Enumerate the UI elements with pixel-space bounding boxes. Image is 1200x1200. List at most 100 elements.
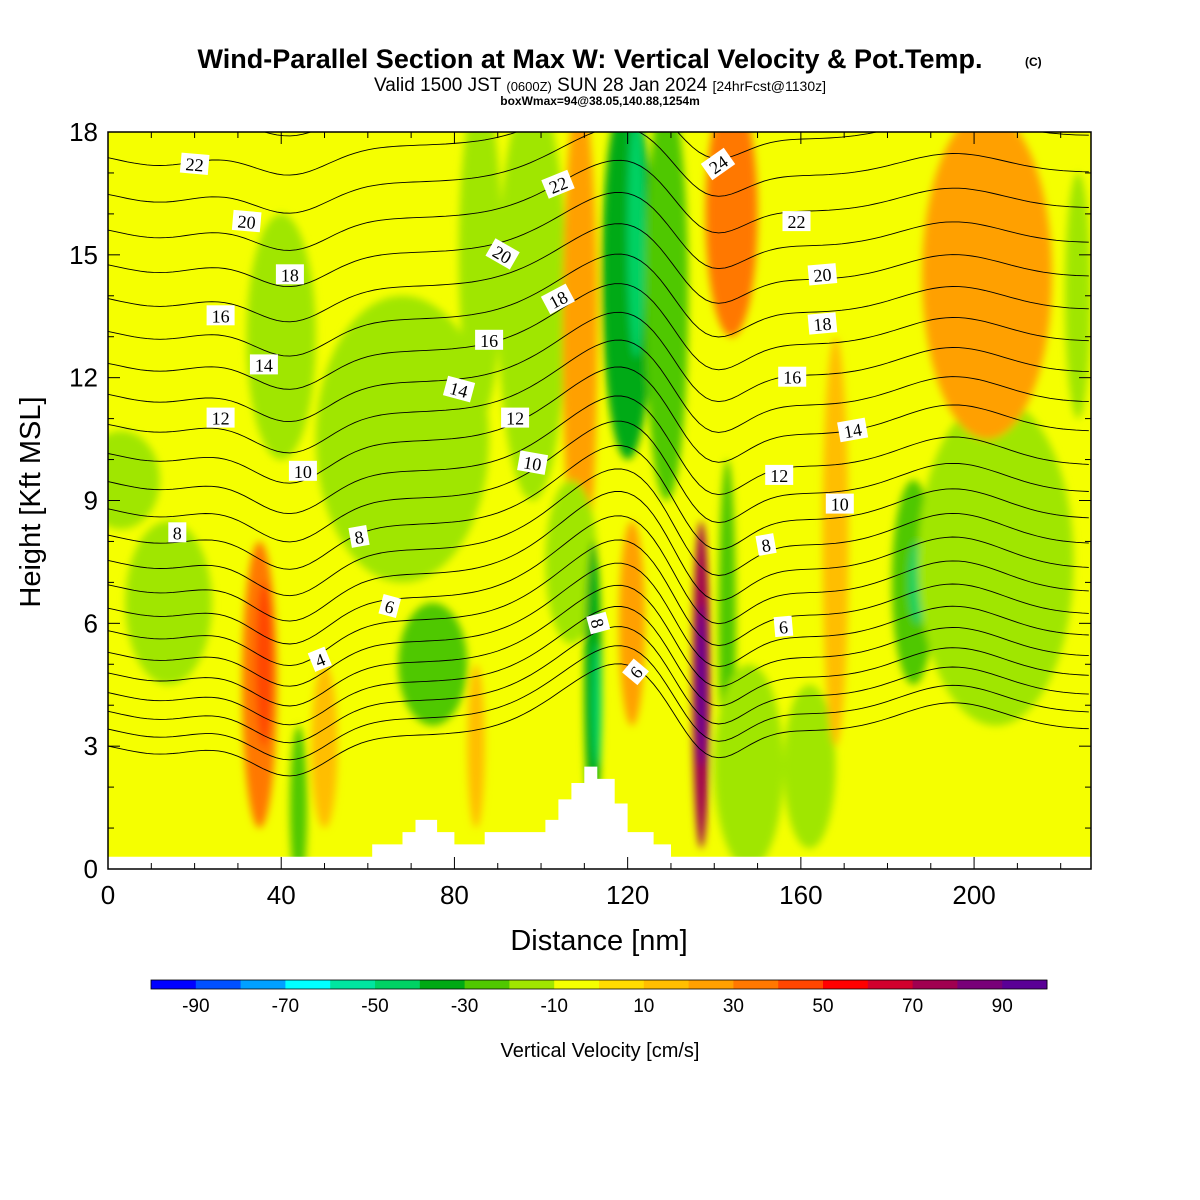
colorbar-swatch bbox=[464, 980, 510, 989]
contour-label: 6 bbox=[622, 658, 649, 686]
y-tick-label: 0 bbox=[84, 854, 98, 884]
contour-label-text: 6 bbox=[778, 617, 789, 638]
axes: 0 40 80 120 160 200 0 3 6 9 12 15 18 bbox=[69, 117, 1091, 910]
y-tick-label: 9 bbox=[84, 486, 98, 516]
valid-prefix: Valid 1500 JST bbox=[374, 75, 502, 96]
contour-label-text: 10 bbox=[522, 452, 543, 475]
contour-label: 18 bbox=[807, 312, 838, 335]
colorbar-swatch bbox=[240, 980, 286, 989]
contour-label-text: 12 bbox=[770, 466, 788, 486]
contour-label-box bbox=[807, 312, 838, 335]
contour-label-box bbox=[782, 211, 811, 232]
x-tick-label: 160 bbox=[779, 880, 822, 910]
colorbar-tick-label: -10 bbox=[540, 996, 567, 1017]
velocity-cell-10 bbox=[467, 664, 485, 829]
y-tick-label: 15 bbox=[69, 240, 98, 270]
contour-label: 12 bbox=[501, 407, 530, 429]
colorbar-swatch bbox=[643, 980, 690, 989]
contour-label-box bbox=[179, 152, 210, 175]
contour-label: 22 bbox=[782, 211, 811, 232]
contour-label-text: 20 bbox=[813, 265, 833, 286]
isentrope-line bbox=[108, 645, 1089, 761]
contour-label-text: 18 bbox=[281, 265, 299, 285]
isentrope-line bbox=[263, 132, 312, 137]
contour-label-box bbox=[825, 493, 854, 514]
contour-label-text: 12 bbox=[506, 409, 524, 429]
velocity-cell-3 bbox=[255, 582, 273, 747]
colorbar-tick-label: -50 bbox=[361, 996, 388, 1017]
contour-label: 20 bbox=[807, 263, 838, 286]
contour-label-box bbox=[307, 646, 332, 672]
contour-label: 16 bbox=[475, 329, 504, 351]
colorbar-swatch bbox=[554, 980, 600, 989]
valid-line: Valid 1500 JST (0600Z) SUN 28 Jan 2024 [… bbox=[374, 75, 826, 96]
velocity-cell-30 bbox=[917, 398, 1074, 726]
isentrope-line bbox=[108, 663, 1089, 777]
colorbar-swatch bbox=[823, 980, 869, 989]
contour-label-box bbox=[168, 522, 187, 543]
x-tick-label: 80 bbox=[440, 880, 469, 910]
isentrope-line bbox=[108, 539, 1089, 667]
box-info: boxWmax=94@38.05,140.88,1254m bbox=[500, 94, 700, 108]
velocity-cell-24 bbox=[714, 664, 784, 869]
contour-label-box bbox=[501, 407, 530, 428]
contour-label-text: 14 bbox=[255, 355, 273, 375]
contour-label-text: 16 bbox=[480, 331, 498, 351]
contour-label: 16 bbox=[206, 305, 235, 326]
velocity-cell-8 bbox=[398, 602, 468, 726]
velocity-cell-31 bbox=[922, 132, 1053, 440]
copyright-mark: (C) bbox=[1025, 55, 1042, 69]
velocity-cell-25 bbox=[783, 684, 836, 849]
contour-label-text: 16 bbox=[783, 368, 801, 388]
contour-label-box bbox=[773, 615, 794, 638]
isentrope-line bbox=[108, 515, 1089, 645]
colorbar-swatch bbox=[1002, 980, 1048, 989]
colorbar-tick-label: -70 bbox=[272, 996, 299, 1017]
contour-label-box bbox=[206, 407, 235, 428]
y-tick-label: 3 bbox=[84, 731, 98, 761]
y-tick-label: 6 bbox=[84, 608, 98, 638]
vertical-velocity-field bbox=[108, 132, 1091, 869]
contour-label-box bbox=[700, 147, 736, 181]
colorbar-swatch bbox=[285, 980, 331, 989]
isentrope-line bbox=[108, 191, 1089, 288]
isentrope-line bbox=[108, 606, 1089, 726]
contour-label: 12 bbox=[206, 407, 235, 429]
velocity-cell-32 bbox=[1065, 172, 1091, 419]
valid-date: SUN 28 Jan 2024 bbox=[557, 75, 707, 96]
isentrope-line bbox=[108, 562, 1089, 687]
forecast-info: [24hrFcst@1130z] bbox=[712, 78, 826, 94]
velocity-cell-19 bbox=[618, 520, 645, 726]
isentrope-line bbox=[108, 159, 1089, 251]
contour-label: 6 bbox=[773, 615, 794, 638]
colorbar-swatch bbox=[151, 980, 197, 989]
contour-label-box bbox=[475, 329, 504, 350]
x-tick-label: 120 bbox=[606, 880, 649, 910]
x-tick-label: 200 bbox=[952, 880, 995, 910]
contour-label-box bbox=[378, 594, 402, 619]
colorbar-tick-label: 90 bbox=[992, 996, 1013, 1017]
contour-label: 8 bbox=[586, 611, 611, 635]
contour-label: 10 bbox=[517, 450, 549, 475]
contour-label: 16 bbox=[778, 366, 807, 388]
velocity-cell-17 bbox=[627, 132, 645, 358]
colorbar-frame bbox=[150, 979, 1048, 990]
contour-label-box bbox=[622, 658, 649, 686]
contour-label: 6 bbox=[378, 594, 402, 619]
contour-label-text: 14 bbox=[842, 419, 863, 442]
velocity-cell-12 bbox=[562, 132, 598, 583]
velocity-cell-5 bbox=[289, 725, 308, 869]
velocity-cell-0 bbox=[108, 430, 160, 530]
colorbar: -90 -70 -50 -30 -10 10 30 50 70 90 bbox=[150, 979, 1048, 1017]
contour-label-box bbox=[206, 305, 235, 326]
contour-label-text: 16 bbox=[212, 306, 230, 326]
colorbar-tick-label: -30 bbox=[451, 996, 478, 1017]
velocity-cell-23 bbox=[705, 132, 758, 337]
contour-label-box bbox=[765, 464, 794, 485]
contour-label-box bbox=[288, 460, 317, 481]
contour-label: 22 bbox=[541, 169, 575, 199]
isentrope-line bbox=[108, 311, 1089, 423]
